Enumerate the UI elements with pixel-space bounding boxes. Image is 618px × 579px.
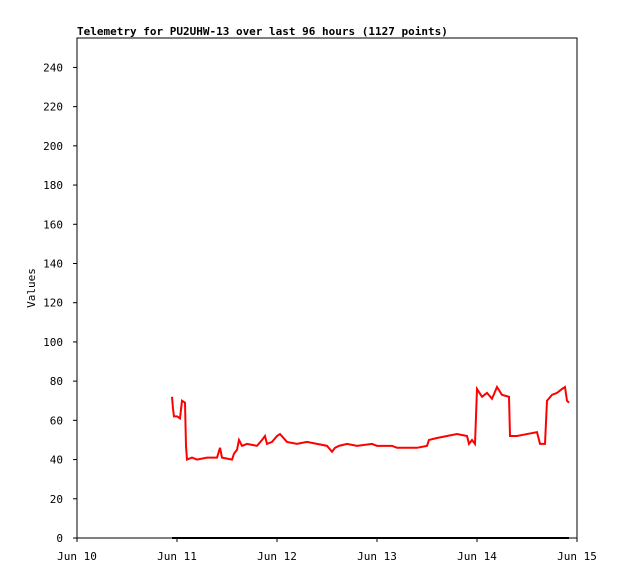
x-tick-label: Jun 11: [157, 550, 197, 563]
y-tick-label: 180: [43, 179, 63, 192]
chart-title: Telemetry for PU2UHW-13 over last 96 hou…: [77, 25, 448, 38]
y-tick-label: 220: [43, 101, 63, 114]
plot-frame: [76, 37, 578, 539]
x-tick-label: Jun 10: [57, 550, 97, 563]
y-tick-label: 20: [50, 493, 63, 506]
data-line: [171, 384, 570, 461]
y-tick-label: 0: [56, 532, 63, 545]
y-tick-label: 200: [43, 140, 63, 153]
y-tick-label: 100: [43, 336, 63, 349]
y-tick-label: 140: [43, 257, 63, 270]
x-tick-label: Jun 15: [557, 550, 597, 563]
y-tick-label: 60: [50, 414, 63, 427]
y-tick-label: 160: [43, 218, 63, 231]
y-tick-label: 80: [50, 375, 63, 388]
y-tick-label: 240: [43, 61, 63, 74]
y-axis-label: Values: [25, 268, 38, 308]
x-tick-label: Jun 12: [257, 550, 297, 563]
y-tick-label: 120: [43, 297, 63, 310]
x-tick-label: Jun 14: [457, 550, 497, 563]
x-tick-label: Jun 13: [357, 550, 397, 563]
y-tick-label: 40: [50, 454, 63, 467]
